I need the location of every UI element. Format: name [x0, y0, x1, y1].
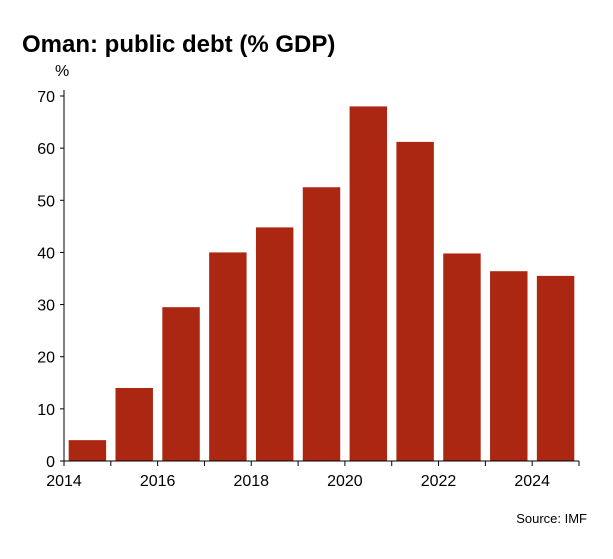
y-tick-label: 20 — [37, 350, 55, 367]
bar-2017 — [209, 252, 247, 461]
bar-2018 — [255, 227, 294, 461]
y-tick-label: 10 — [37, 402, 55, 419]
x-tick-label: 2016 — [140, 473, 176, 490]
y-tick-label: 60 — [37, 141, 55, 158]
bar-2020 — [349, 106, 388, 462]
bar-2015 — [115, 388, 153, 461]
x-tick-label: 2020 — [327, 473, 363, 490]
x-tick-label: 2014 — [46, 473, 82, 490]
x-tick-label: 2018 — [233, 473, 269, 490]
x-axis: 2014 2016 2018 2020 2022 2024 — [46, 460, 580, 490]
x-tick-label: 2024 — [514, 473, 550, 490]
bar-2014 — [68, 440, 107, 461]
bar-2021 — [396, 141, 434, 461]
source-label: Source: IMF — [516, 511, 587, 526]
y-tick-label: 70 — [37, 89, 55, 106]
y-tick-label: 40 — [37, 245, 55, 262]
bar-2024 — [536, 275, 575, 461]
y-tick-label: 50 — [37, 193, 55, 210]
bar-2023 — [490, 271, 528, 461]
y-axis: 0 10 20 30 40 50 60 70 — [37, 89, 65, 471]
y-tick-label: 30 — [37, 298, 55, 315]
x-tick-label: 2022 — [421, 473, 457, 490]
bar-2022 — [443, 253, 481, 461]
y-tick-label: 0 — [46, 454, 55, 471]
bar-2016 — [162, 307, 200, 461]
bar-2019 — [302, 187, 341, 461]
bars-group — [68, 106, 575, 462]
y-axis-unit-label: % — [55, 63, 69, 80]
chart-title: Oman: public debt (% GDP) — [22, 31, 335, 58]
